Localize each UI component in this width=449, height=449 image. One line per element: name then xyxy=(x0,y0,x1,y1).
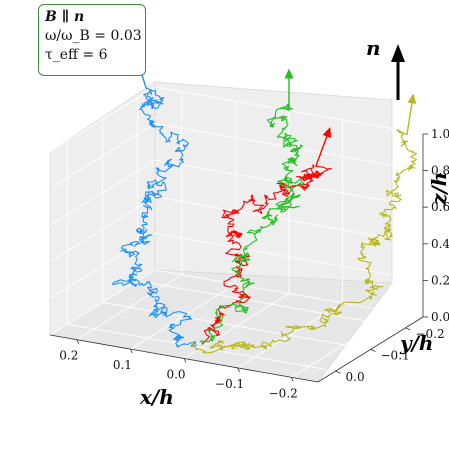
x-tick-label: −0.1 xyxy=(215,377,244,391)
field-orientation-label: B ∥ n xyxy=(45,9,85,25)
z-tick-label: 0.6 xyxy=(431,200,449,214)
trajectory-line xyxy=(191,129,418,354)
exit-arrow-shaft xyxy=(315,134,329,167)
x-tick xyxy=(183,358,187,363)
x-tick xyxy=(237,367,240,373)
y-tick-label: −0.1 xyxy=(381,349,410,363)
x-tick-label: 0.2 xyxy=(59,349,78,363)
exit-arrow-head xyxy=(284,68,294,79)
y-tick-label: −0.2 xyxy=(416,327,445,341)
n-vector-head xyxy=(391,44,405,62)
optical-depth-label: τ_eff = 6 xyxy=(45,47,108,63)
trajectory-line xyxy=(199,103,305,344)
x-tick-label: 0.1 xyxy=(113,358,132,372)
exit-arrow-shaft xyxy=(406,101,413,135)
z-tick-label: 0.2 xyxy=(431,273,449,287)
x-tick xyxy=(130,348,133,354)
exit-arrow-head xyxy=(322,127,332,138)
back-pane xyxy=(154,81,393,284)
x-tick xyxy=(76,339,80,344)
exit-arrow-head xyxy=(407,93,417,104)
tick-labels: 0.2 0.1 0.0 −0.1 −0.2 −0.2 −0.1 0.0 0.0 0.2 0.4 0.6… xyxy=(59,127,449,400)
trajectories xyxy=(111,87,418,354)
z-tick-label: 0.0 xyxy=(431,310,449,324)
y-tick xyxy=(335,370,341,374)
grid-line xyxy=(137,280,406,329)
grid-line xyxy=(102,302,371,350)
trajectory-line xyxy=(111,87,197,348)
frequency-ratio-label: ω/ω_B = 0.03 xyxy=(45,28,142,44)
grid-line xyxy=(67,323,336,372)
n-vector-label: n xyxy=(366,36,381,60)
z-axis-title: z/h xyxy=(427,172,449,206)
y-axis-title: y/h xyxy=(399,331,433,355)
y-tick xyxy=(405,327,411,331)
y-tick xyxy=(370,349,376,352)
z-tick-label: 0.4 xyxy=(431,237,449,251)
z-tick-label: 1.0 xyxy=(431,127,449,141)
x-tick xyxy=(290,377,294,382)
z-tick-label: 0.8 xyxy=(431,164,449,178)
trajectory-line xyxy=(201,164,332,345)
x-axis-title: x/h xyxy=(139,385,174,409)
y-tick-label: 0.0 xyxy=(346,370,365,384)
x-tick-label: 0.0 xyxy=(166,368,185,382)
parameter-legend: B ∥ n ω/ω_B = 0.03 τ_eff = 6 xyxy=(38,4,146,76)
x-tick-label: −0.2 xyxy=(269,386,298,400)
